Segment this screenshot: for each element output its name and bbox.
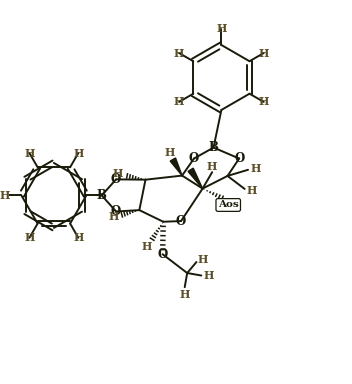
Text: H: H [174,48,184,58]
Text: H: H [0,190,10,201]
Text: H: H [197,254,208,265]
Text: H: H [258,48,269,58]
Text: Aos: Aos [218,200,239,210]
Text: H: H [108,212,119,222]
Text: H: H [223,197,233,209]
Text: H: H [73,232,83,243]
Text: H: H [174,96,184,108]
Text: H: H [206,161,217,172]
Text: B: B [97,189,107,202]
Text: H: H [164,147,175,157]
Polygon shape [188,168,203,189]
Polygon shape [170,158,182,175]
Text: H: H [73,147,83,159]
Text: H: H [247,185,257,196]
Text: H: H [258,96,269,108]
Text: H: H [24,147,34,159]
Text: O: O [111,173,121,186]
Text: O: O [111,205,121,218]
Text: H: H [216,23,227,34]
Text: H: H [142,241,152,252]
Text: O: O [234,152,244,165]
Text: O: O [157,248,168,261]
Text: H: H [204,270,214,281]
Text: B: B [209,141,219,154]
Text: H: H [250,162,261,174]
Text: H: H [113,168,123,179]
Text: O: O [176,215,186,228]
Text: H: H [24,232,34,243]
Text: H: H [180,289,190,300]
Text: O: O [189,152,199,165]
